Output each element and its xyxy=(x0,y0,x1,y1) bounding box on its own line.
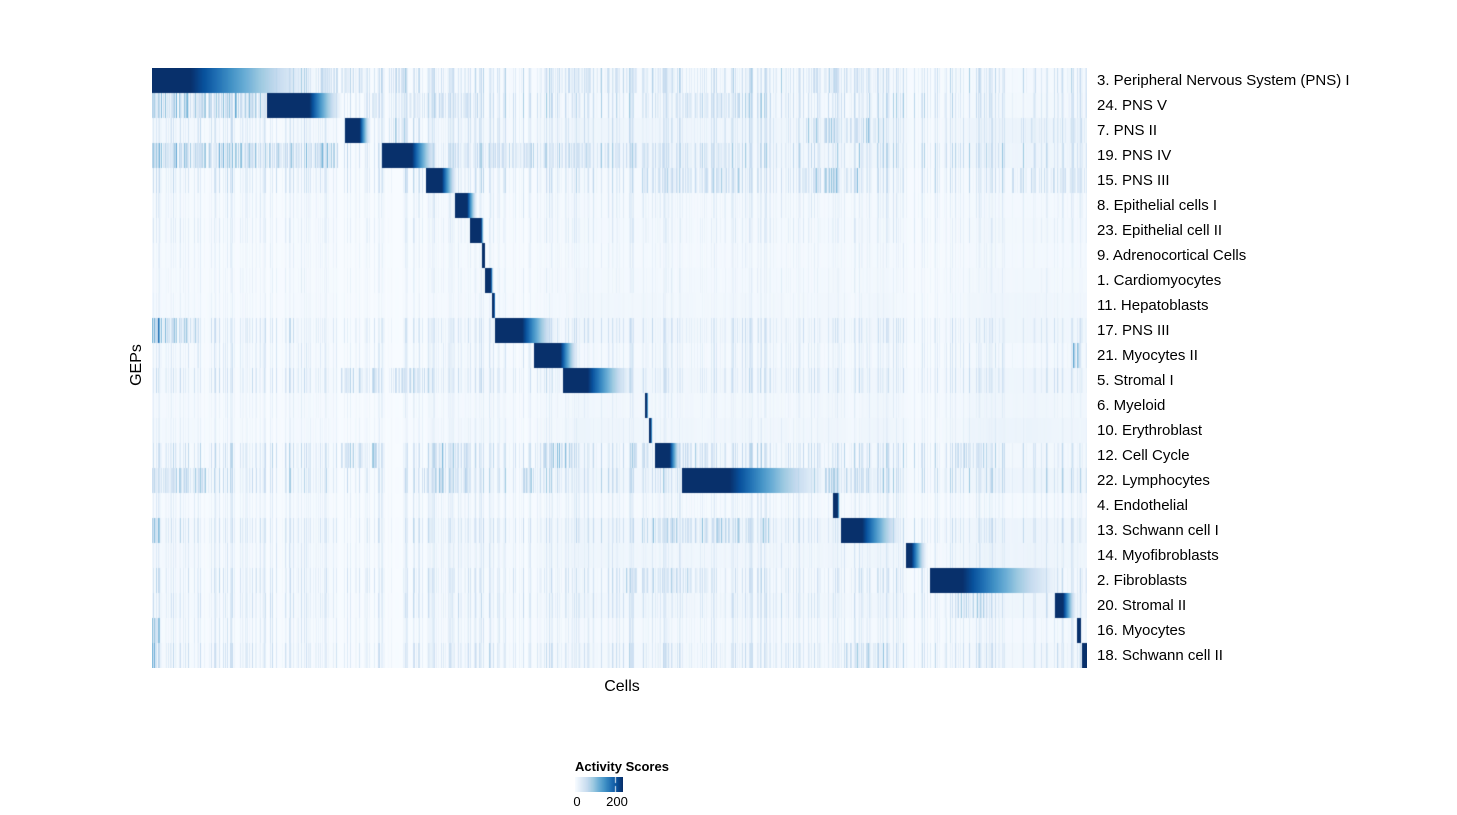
row-label: 15. PNS III xyxy=(1097,172,1170,189)
row-label: 19. PNS IV xyxy=(1097,147,1172,164)
row-label: 11. Hepatoblasts xyxy=(1097,297,1209,314)
row-label: 16. Myocytes xyxy=(1097,622,1186,639)
legend-tick-max: 200 xyxy=(606,794,628,809)
x-axis-label: Cells xyxy=(604,678,640,695)
row-label: 4. Endothelial xyxy=(1097,497,1188,514)
row-label: 22. Lymphocytes xyxy=(1097,472,1210,489)
row-label: 21. Myocytes II xyxy=(1097,347,1198,364)
row-label: 9. Adrenocortical Cells xyxy=(1097,247,1247,264)
row-label: 6. Myeloid xyxy=(1097,397,1166,414)
row-label: 17. PNS III xyxy=(1097,322,1170,339)
row-label: 1. Cardiomyocytes xyxy=(1097,272,1222,289)
row-label: 8. Epithelial cells I xyxy=(1097,197,1218,214)
y-axis-label: GEPs xyxy=(128,344,145,386)
row-label: 12. Cell Cycle xyxy=(1097,447,1190,464)
row-label: 14. Myofibroblasts xyxy=(1097,547,1219,564)
legend-title: Activity Scores xyxy=(575,759,669,774)
row-label: 20. Stromal II xyxy=(1097,597,1187,614)
legend-tick-min: 0 xyxy=(573,794,581,809)
row-label: 13. Schwann cell I xyxy=(1097,522,1219,539)
row-label: 18. Schwann cell II xyxy=(1097,647,1223,664)
row-label: 5. Stromal I xyxy=(1097,372,1174,389)
row-label: 3. Peripheral Nervous System (PNS) I xyxy=(1097,72,1350,89)
row-label: 7. PNS II xyxy=(1097,122,1158,139)
row-label: 23. Epithelial cell II xyxy=(1097,222,1223,239)
row-label: 2. Fibroblasts xyxy=(1097,572,1188,589)
row-label: 24. PNS V xyxy=(1097,97,1168,114)
heatmap-canvas xyxy=(152,68,1087,668)
legend-colorbar xyxy=(575,777,623,792)
row-label: 10. Erythroblast xyxy=(1097,422,1203,439)
